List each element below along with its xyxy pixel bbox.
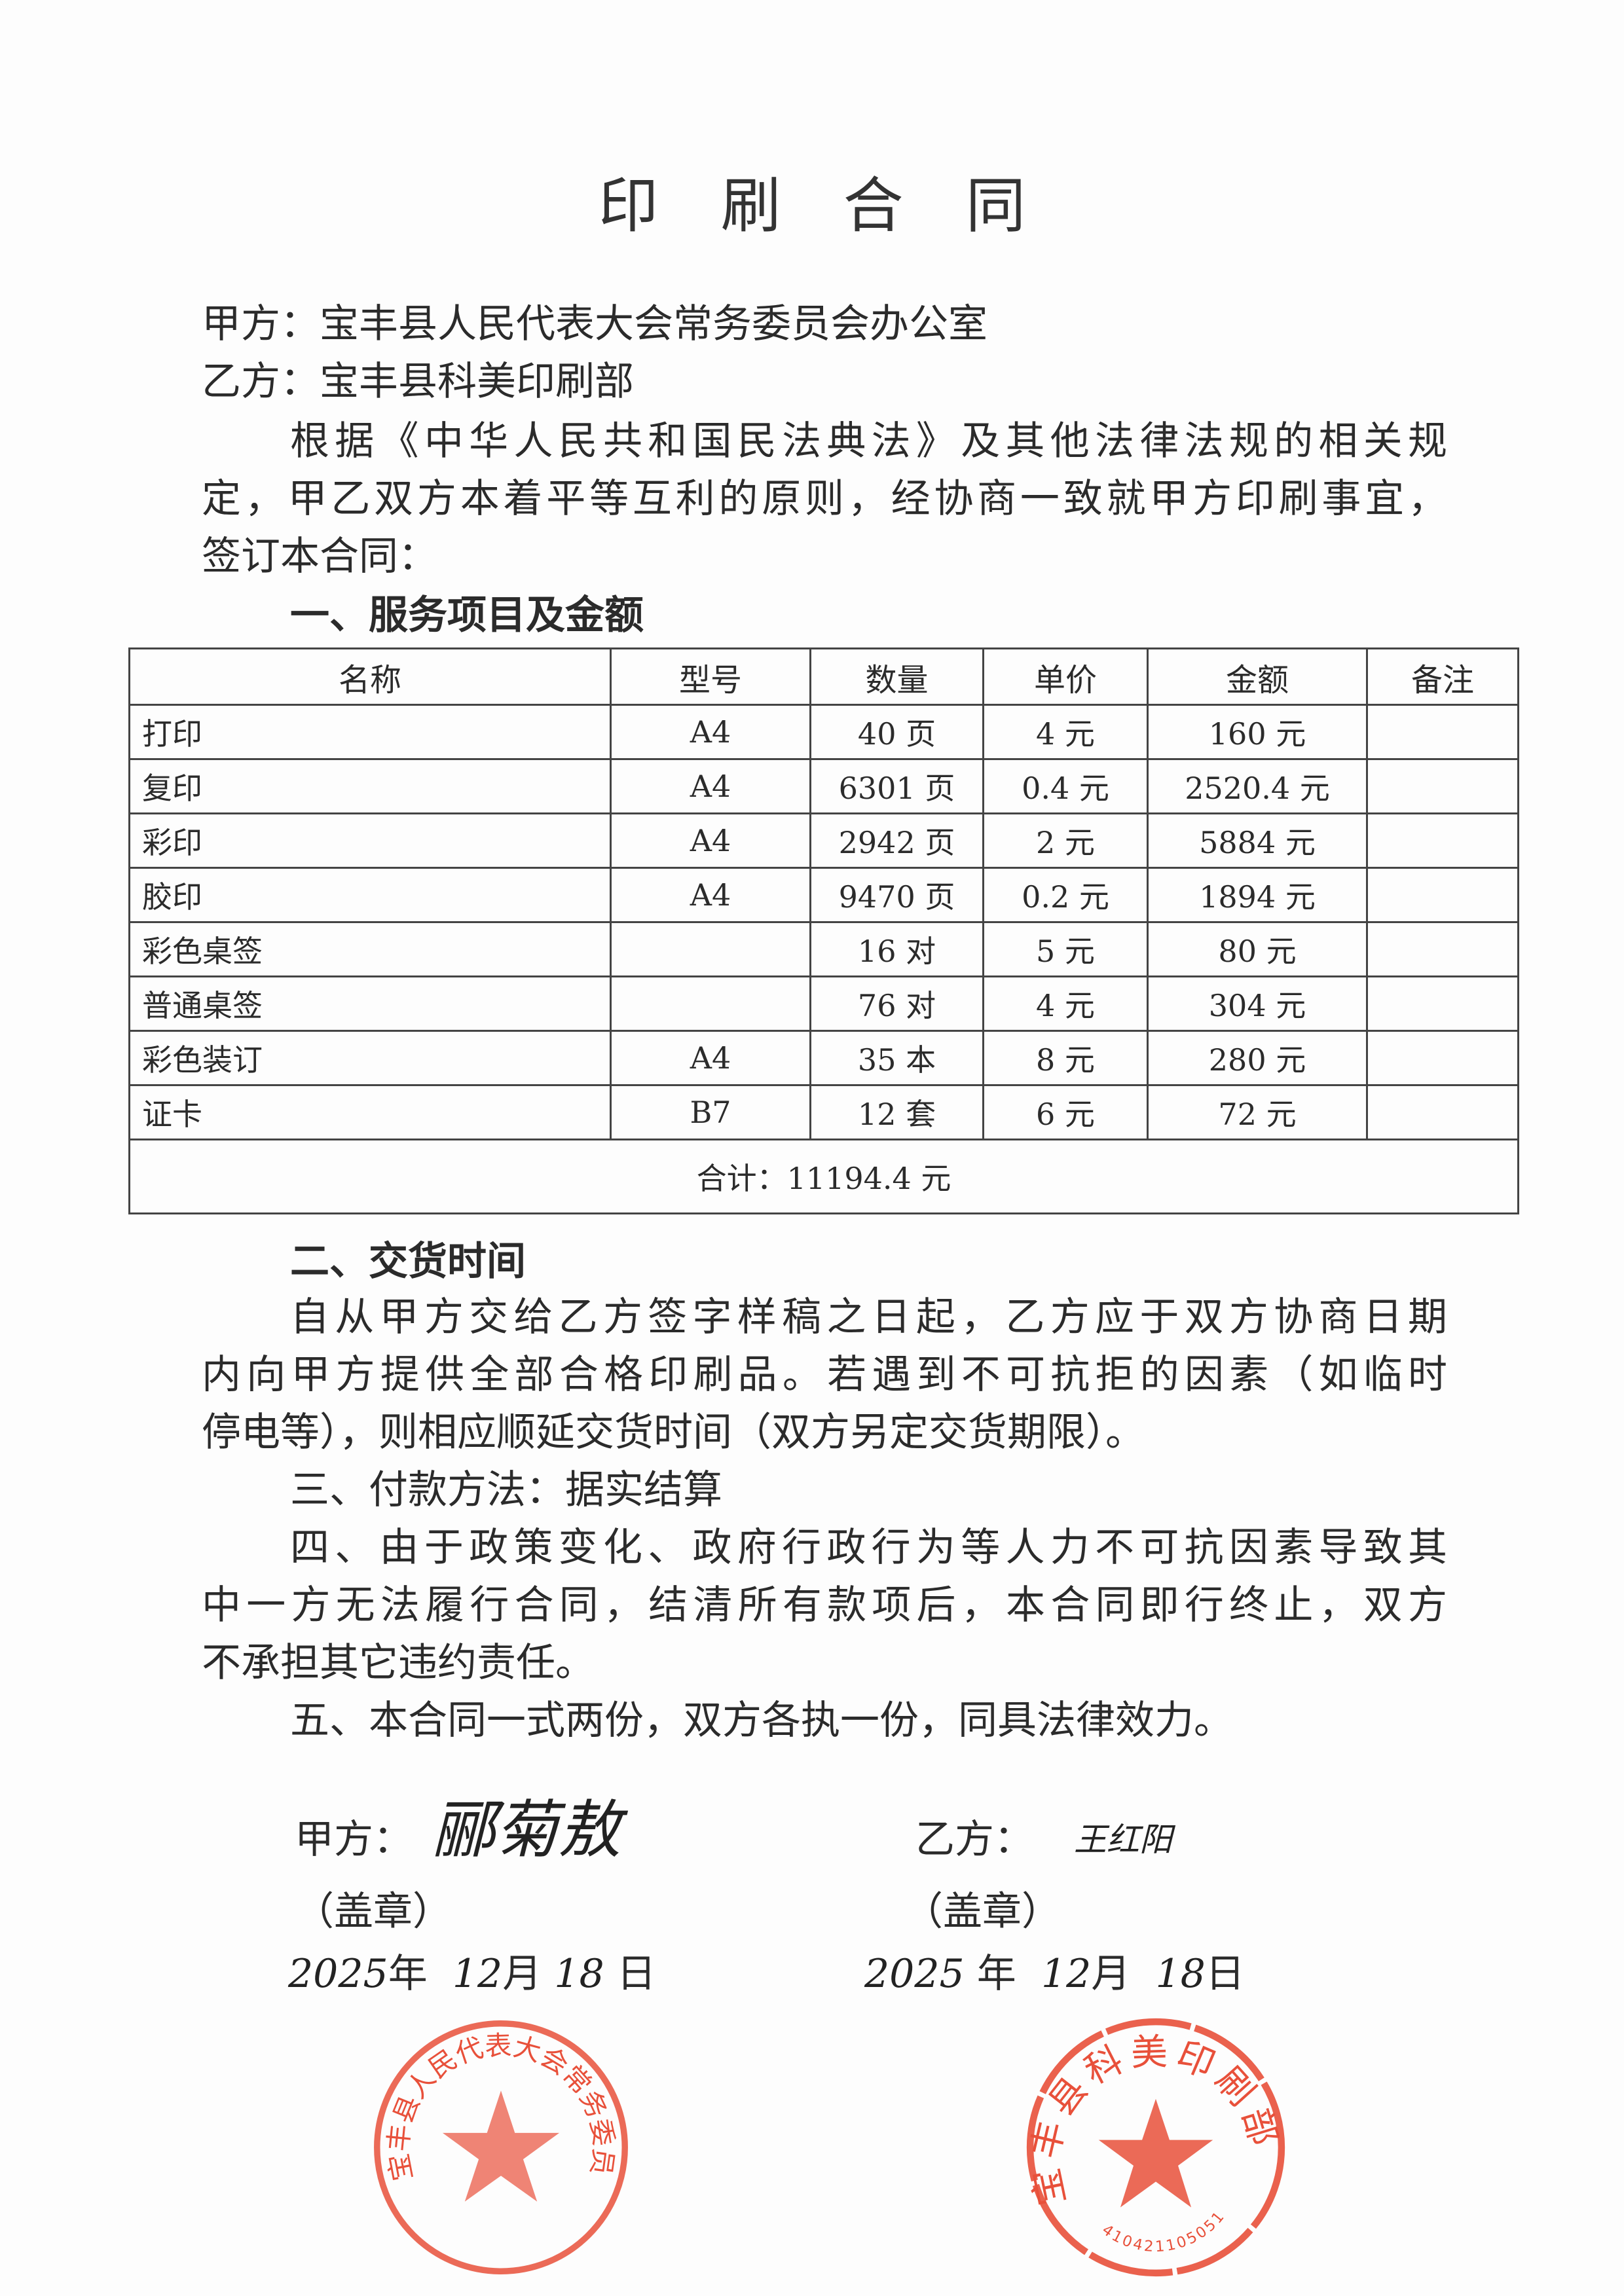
table-cell: A4 — [610, 704, 811, 760]
table-cell — [1366, 758, 1519, 814]
table-cell: 0.2 元 — [982, 867, 1149, 923]
intro-line-3: 签订本合同： — [202, 534, 437, 579]
table-cell: 2942 页 — [809, 812, 984, 869]
table-cell: 280 元 — [1147, 1030, 1368, 1086]
section4-line-2: 中一方无法履行合同，结清所有款项后，本合同即行终止，双方 — [202, 1582, 1447, 1628]
table-cell: 160 元 — [1147, 704, 1368, 760]
table-cell — [1366, 975, 1519, 1032]
table-cell — [610, 921, 811, 977]
table-cell: 2 元 — [982, 812, 1149, 869]
table-cell — [1366, 812, 1519, 869]
table-cell: 76 对 — [809, 975, 984, 1032]
table-cell: 5884 元 — [1147, 812, 1368, 869]
table-cell: 1894 元 — [1147, 867, 1368, 923]
section2-heading: 二、交货时间 — [290, 1239, 526, 1285]
section4-line-1: 四、由于政策变化、政府行政行为等人力不可抗因素导致其 — [290, 1525, 1447, 1571]
column-header: 金额 — [1147, 647, 1368, 706]
section2-line-2: 内向甲方提供全部合格印刷品。若遇到不可抗拒的因素（如临时 — [202, 1352, 1447, 1398]
party-b: 乙方：宝丰县科美印刷部 — [202, 359, 634, 405]
table-cell: A4 — [610, 867, 811, 923]
section2-line-3: 停电等），则相应顺延交货时间（双方另定交货期限）。 — [202, 1410, 1145, 1455]
table-cell: A4 — [610, 812, 811, 869]
table-cell: 6301 页 — [809, 758, 984, 814]
section4-line-3: 不承担其它违约责任。 — [202, 1640, 595, 1686]
table-cell: 4 元 — [982, 704, 1149, 760]
party-a-signature: 郦菊敖 — [432, 1793, 621, 1867]
column-header: 数量 — [809, 647, 984, 706]
party-b-stamp: 宝丰县科美印刷部 4104211050518 — [1022, 2013, 1285, 2277]
column-header: 名称 — [128, 647, 612, 706]
total-cell: 合计：11194.4 元 — [128, 1139, 1519, 1214]
table-cell: 6 元 — [982, 1084, 1149, 1140]
table-cell: 16 对 — [809, 921, 984, 977]
document-title: 印刷合同 — [598, 171, 1088, 241]
table-cell — [1366, 1084, 1519, 1140]
table-cell — [1366, 867, 1519, 923]
table-cell: 0.4 元 — [982, 758, 1149, 814]
intro-line-2: 定，甲乙双方本着平等互利的原则，经协商一致就甲方印刷事宜， — [202, 476, 1447, 522]
table-cell: A4 — [610, 758, 811, 814]
table-cell: 彩色桌签 — [128, 921, 612, 977]
table-cell: 普通桌签 — [128, 975, 612, 1032]
section5: 五、本合同一式两份，双方各执一份，同具法律效力。 — [290, 1698, 1233, 1743]
total-row: 合计：11194.4 元 — [128, 1139, 1519, 1214]
party-a-date: 2025年 12月 18 日 — [288, 1951, 656, 1997]
table-cell — [1366, 704, 1519, 760]
table-cell — [610, 975, 811, 1032]
star-icon — [1098, 2098, 1213, 2208]
table-cell: 304 元 — [1147, 975, 1368, 1032]
section1-heading: 一、服务项目及金额 — [290, 592, 644, 638]
table-cell: 72 元 — [1147, 1084, 1368, 1140]
party-a: 甲方：宝丰县人民代表大会常务委员会办公室 — [202, 301, 987, 347]
table-cell: 80 元 — [1147, 921, 1368, 977]
table-cell: 35 本 — [809, 1030, 984, 1086]
star-icon — [442, 2090, 560, 2202]
table-cell: A4 — [610, 1030, 811, 1086]
table-cell: 40 页 — [809, 704, 984, 760]
table-cell: 彩印 — [128, 812, 612, 869]
party-b-seal-label: （盖章） — [904, 1889, 1061, 1935]
table-cell: 12 套 — [809, 1084, 984, 1140]
column-header: 备注 — [1366, 647, 1519, 706]
table-cell: 5 元 — [982, 921, 1149, 977]
party-a-seal-label: （盖章） — [295, 1889, 452, 1935]
table-cell — [1366, 1030, 1519, 1086]
party-a-label: 甲方： — [295, 1817, 413, 1863]
column-header: 单价 — [982, 647, 1149, 706]
table-cell: 4 元 — [982, 975, 1149, 1032]
table-cell: B7 — [610, 1084, 811, 1140]
party-a-stamp: 宝丰县人民代表大会常务委员会办公室 — [367, 2013, 628, 2274]
table-cell: 彩色装订 — [128, 1030, 612, 1086]
intro-line-1: 根据《中华人民共和国民法典法》及其他法律法规的相关规 — [290, 418, 1447, 464]
table-row: 复印 A4 6301 页 0.4 元 2520.4 元 — [128, 758, 1519, 814]
table-row: 胶印 A4 9470 页 0.2 元 1894 元 — [128, 867, 1519, 923]
party-b-date: 2025 年 12月 18日 — [864, 1951, 1245, 1997]
party-b-label: 乙方： — [915, 1817, 1033, 1863]
section2-line-1: 自从甲方交给乙方签字样稿之日起，乙方应于双方协商日期 — [290, 1294, 1447, 1340]
table-header-row: 名称 型号 数量 单价 金额 备注 — [128, 647, 1519, 706]
column-header: 型号 — [610, 647, 811, 706]
party-b-signature: 王红阳 — [1074, 1821, 1172, 1859]
table-cell: 复印 — [128, 758, 612, 814]
table-cell — [1366, 921, 1519, 977]
table-cell: 2520.4 元 — [1147, 758, 1368, 814]
section3: 三、付款方法：据实结算 — [290, 1467, 722, 1513]
table-cell: 9470 页 — [809, 867, 984, 923]
table-cell: 证卡 — [128, 1084, 612, 1140]
table-cell: 胶印 — [128, 867, 612, 923]
table-cell: 打印 — [128, 704, 612, 760]
table-cell: 8 元 — [982, 1030, 1149, 1086]
